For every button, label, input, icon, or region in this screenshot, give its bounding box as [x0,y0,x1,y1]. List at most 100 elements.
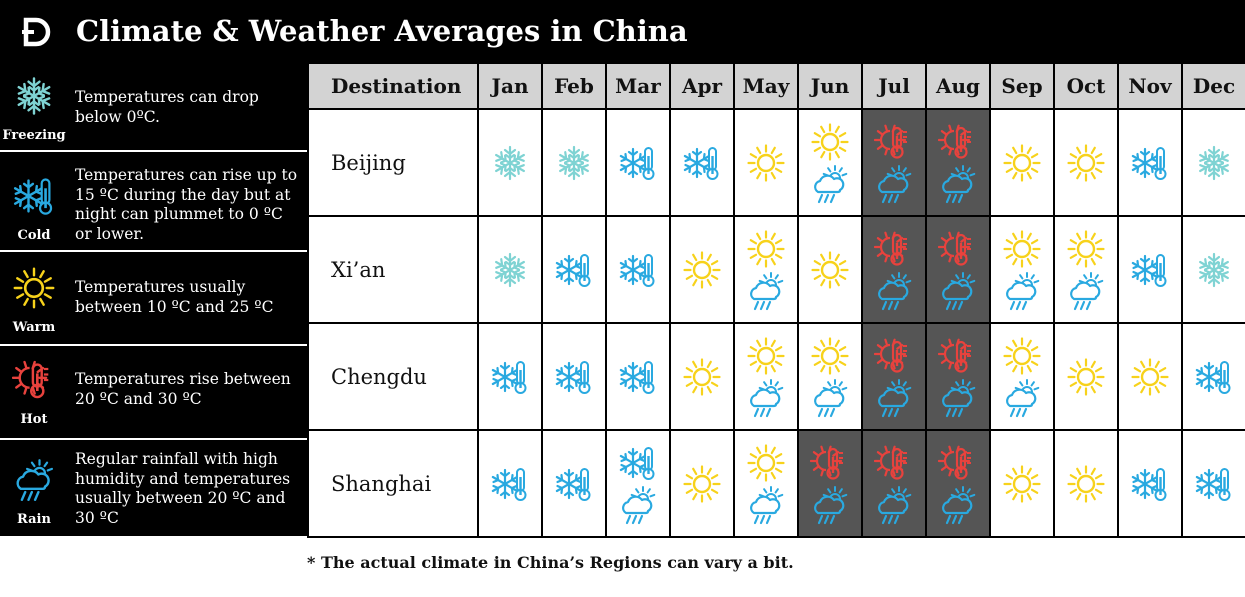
rain-cloud-icon [750,271,784,310]
climate-cell-mar [605,429,671,538]
column-header-aug: Aug [925,62,991,110]
climate-cell-jun [797,215,863,324]
climate-cell-sep [989,108,1055,217]
rain-cloud-icon [878,378,912,417]
legend-item-freezing: Freezing Temperatures can drop below 0ºC… [0,62,307,150]
hot-thermometer-icon [874,231,907,266]
snowflake-thermometer-icon [619,360,655,394]
climate-cell-sep [989,322,1055,431]
destination-cell: Beijing [307,108,479,217]
sun-icon [811,122,849,161]
climate-cell-nov [1117,108,1183,217]
hot-thermometer-icon [810,445,843,480]
sun-icon [747,443,785,482]
climate-cell-nov [1117,215,1183,324]
snowflake-icon [17,77,51,115]
climate-cell-may [733,215,799,324]
hot-thermometer-icon [12,360,49,399]
table-row: Shanghai [307,429,1245,538]
logo-icon [22,17,51,47]
sun-icon [811,250,849,289]
snowflake-thermometer-icon [1131,146,1167,180]
destination-cell: Xi’an [307,215,479,324]
climate-cell-jun [797,108,863,217]
sun-icon [1067,229,1105,268]
climate-cell-apr [669,215,735,324]
rain-cloud-icon [878,485,912,524]
climate-cell-apr [669,429,735,538]
climate-cell-jul [861,215,927,324]
rain-cloud-icon [942,271,976,310]
sun-icon [683,357,721,396]
climate-cell-nov [1117,322,1183,431]
rain-cloud-icon [1006,378,1040,417]
climate-cell-jun [797,429,863,538]
climate-cell-jan [477,215,543,324]
column-header-feb: Feb [541,62,607,110]
legend-description: Temperatures can drop below 0ºC. [75,88,259,126]
sun-icon [1003,229,1041,268]
sun-icon [1003,143,1041,182]
snowflake-thermometer-icon [619,253,655,287]
legend-panel: Freezing Temperatures can drop below 0ºC… [0,62,307,536]
sun-icon [1131,357,1169,396]
snowflake-thermometer-icon [555,467,591,501]
rain-cloud-icon [814,485,848,524]
destination-cell: Chengdu [307,322,479,431]
legend-description: Temperatures rise between 20 ºC and 30 º… [75,370,291,408]
climate-cell-mar [605,108,671,217]
climate-cell-dec [1181,322,1245,431]
climate-cell-sep [989,215,1055,324]
footnote: * The actual climate in China’s Regions … [307,553,794,572]
rain-cloud-icon [942,485,976,524]
climate-cell-nov [1117,429,1183,538]
table-row: Beijing [307,108,1245,217]
climate-cell-dec [1181,429,1245,538]
climate-cell-oct [1053,215,1119,324]
climate-cell-aug [925,215,991,324]
column-header-jan: Jan [477,62,543,110]
legend-item-hot: Hot Temperatures rise between 20 ºC and … [0,344,307,440]
rain-cloud-icon [878,271,912,310]
climate-cell-feb [541,322,607,431]
snowflake-thermometer-icon [683,146,719,180]
climate-cell-jun [797,322,863,431]
snowflake-icon [1199,145,1229,180]
hot-thermometer-icon [938,338,971,373]
snowflake-thermometer-icon [619,446,655,480]
climate-cell-jul [861,322,927,431]
sun-icon [1067,143,1105,182]
snowflake-thermometer-icon [1131,253,1167,287]
rain-cloud-icon [1006,271,1040,310]
climate-cell-aug [925,429,991,538]
snowflake-icon [559,145,589,180]
hot-thermometer-icon [938,445,971,480]
sun-icon [747,229,785,268]
sun-icon [1003,464,1041,503]
snowflake-thermometer-icon [491,467,527,501]
legend-label: Cold [17,228,51,243]
climate-cell-jan [477,108,543,217]
snowflake-thermometer-icon [1195,360,1231,394]
column-header-destination: Destination [307,62,479,110]
hot-thermometer-icon [874,338,907,373]
header-bar: Climate & Weather Averages in China [0,0,1245,62]
snowflake-thermometer-icon [1131,467,1167,501]
column-header-apr: Apr [669,62,735,110]
climate-cell-aug [925,322,991,431]
climate-cell-oct [1053,429,1119,538]
table-row: Chengdu [307,322,1245,431]
rain-cloud-icon [750,378,784,417]
snowflake-icon [495,145,525,180]
climate-cell-feb [541,429,607,538]
legend-label: Freezing [2,128,66,143]
snowflake-thermometer-icon [555,253,591,287]
climate-cell-feb [541,108,607,217]
snowflake-thermometer-icon [13,178,53,215]
legend-label: Warm [12,320,56,335]
climate-cell-aug [925,108,991,217]
rain-cloud-icon [16,459,54,502]
legend-description: Regular rainfall with high humidity and … [75,450,291,527]
column-header-sep: Sep [989,62,1055,110]
sun-icon [1003,336,1041,375]
